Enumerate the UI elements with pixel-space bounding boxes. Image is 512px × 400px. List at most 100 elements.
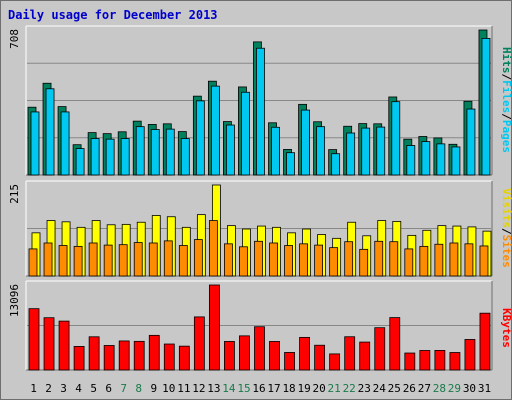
day-label: 8 <box>135 382 142 395</box>
day-label: 31 <box>478 382 491 395</box>
kbytes-bar <box>178 345 190 371</box>
files-bar <box>45 88 55 176</box>
kbytes-bar <box>103 345 115 371</box>
sites-bar <box>148 242 158 277</box>
sites-bar <box>254 240 263 277</box>
files-bar <box>406 145 416 176</box>
files-bar <box>30 111 40 176</box>
files-bar <box>256 47 265 176</box>
day-label: 15 <box>237 382 250 395</box>
sites-bar <box>28 248 38 277</box>
files-bar <box>421 141 431 176</box>
sites-bar <box>178 245 188 277</box>
kbytes-bar <box>434 349 446 371</box>
sites-bar <box>224 243 233 277</box>
day-label: 24 <box>373 382 387 395</box>
chart-title: Daily usage for December 2013 <box>8 8 218 22</box>
files-bar <box>226 124 235 176</box>
legend-kbytes: KBytes <box>500 308 512 348</box>
sites-bar <box>299 243 308 277</box>
day-label: 10 <box>162 382 175 395</box>
files-bar <box>105 138 115 176</box>
kbytes-bar <box>163 343 175 371</box>
kbytes-bar <box>88 336 100 371</box>
kbytes-bar <box>329 353 341 371</box>
sites-bar <box>58 245 68 277</box>
legend-visits-sites: Visits/Sites <box>500 188 512 268</box>
files-bar <box>210 85 220 176</box>
kbytes-bar <box>224 341 235 371</box>
sites-bar <box>239 246 248 277</box>
files-bar <box>466 108 476 176</box>
kbytes-bar <box>449 352 461 371</box>
day-label: 21 <box>328 382 341 395</box>
day-label: 28 <box>433 382 446 395</box>
files-bar <box>60 111 70 176</box>
files-bar <box>436 143 446 176</box>
sites-bar <box>389 241 399 277</box>
sites-bar <box>374 240 384 277</box>
files-bar <box>120 138 130 176</box>
files-bar <box>75 148 85 176</box>
sites-bar <box>133 242 143 277</box>
y-max-label: 708 <box>8 29 21 49</box>
sites-bar <box>284 245 293 277</box>
kbytes-bar <box>193 316 205 371</box>
day-label: 26 <box>403 382 416 395</box>
files-bar <box>376 126 386 176</box>
day-label: 4 <box>75 382 82 395</box>
kbytes-bar <box>254 326 265 371</box>
sites-bar <box>43 242 53 277</box>
kbytes-bar <box>73 346 85 371</box>
kbytes-bar <box>374 327 386 371</box>
y-max-label: 215 <box>8 184 21 204</box>
legend-visits: Visits <box>500 188 512 228</box>
kbytes-bar <box>344 336 356 371</box>
sites-bar <box>329 247 339 277</box>
day-label: 19 <box>297 382 310 395</box>
y-max-label: 13096 <box>8 284 21 317</box>
sites-bar <box>449 242 459 277</box>
day-label: 30 <box>463 382 476 395</box>
kbytes-bar <box>419 350 431 371</box>
day-label: 9 <box>150 382 157 395</box>
sites-bar <box>193 239 203 277</box>
files-bar <box>195 100 205 176</box>
sites-bar <box>208 220 218 277</box>
kbytes-bar <box>284 352 295 371</box>
kbytes-bar <box>208 284 220 371</box>
sites-bar <box>269 242 278 277</box>
files-bar <box>316 126 326 176</box>
sites-bar <box>404 248 414 277</box>
sites-bar <box>73 245 83 277</box>
sites-bar <box>419 245 429 277</box>
kbytes-bar <box>269 341 280 371</box>
kbytes-bar <box>314 344 326 371</box>
day-label: 23 <box>358 382 371 395</box>
kbytes-bar <box>118 340 130 371</box>
files-bar <box>180 138 190 176</box>
legend-sep: / <box>500 74 512 81</box>
day-label: 1 <box>30 382 37 395</box>
legend-sep: / <box>500 113 512 120</box>
sites-bar <box>359 248 369 277</box>
files-bar <box>391 101 401 176</box>
kbytes-bar <box>404 352 416 371</box>
files-bar <box>90 138 100 176</box>
day-label: 18 <box>282 382 295 395</box>
kbytes-bar <box>133 340 145 371</box>
legend-sites: Sites <box>500 235 512 268</box>
legend-hits: Hits <box>500 47 512 74</box>
kbytes-bar <box>28 308 40 371</box>
files-bar <box>481 37 491 176</box>
files-bar <box>135 126 145 176</box>
kbytes-bar <box>239 335 250 371</box>
files-bar <box>361 127 371 176</box>
day-label: 29 <box>448 382 461 395</box>
files-bar <box>331 153 341 176</box>
legend-pages: Pages <box>500 120 512 153</box>
sites-bar <box>344 241 354 277</box>
kbytes-bar <box>58 320 70 371</box>
files-bar <box>451 146 461 176</box>
